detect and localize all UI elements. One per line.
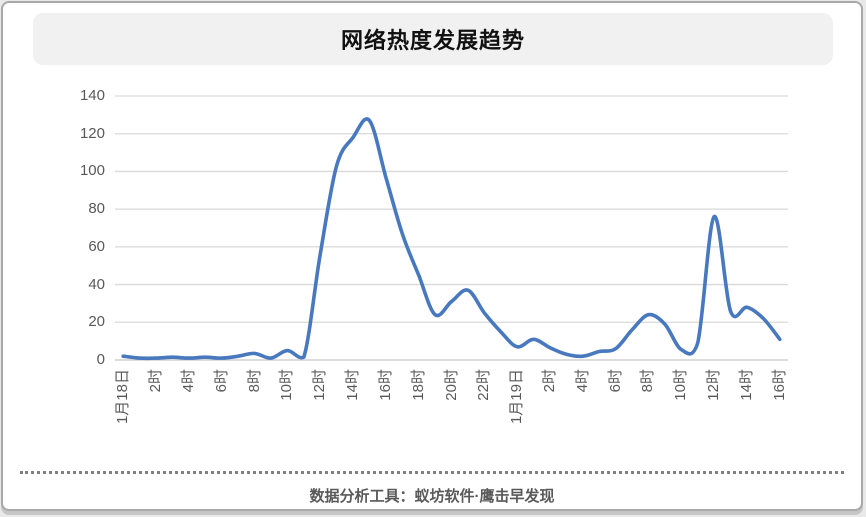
x-axis-tick-label: 20时: [442, 369, 460, 401]
y-axis-tick-label: 120: [79, 124, 105, 142]
x-axis-tick-label: 8时: [639, 369, 657, 393]
x-axis-tick-label: 4时: [179, 369, 197, 393]
x-axis-tick-label: 2时: [540, 369, 558, 393]
x-axis-tick-label: 4时: [573, 369, 591, 393]
dotted-separator: [20, 471, 844, 474]
trend-line: [121, 117, 782, 361]
x-axis-tick-label: 12时: [311, 369, 329, 401]
chart-title: 网络热度发展趋势: [340, 28, 525, 53]
y-axis-tick-label: 20: [88, 313, 105, 331]
x-axis-tick-label: 6时: [212, 369, 230, 393]
x-axis-tick-label: 22时: [475, 369, 493, 401]
x-axis-tick-label: 8时: [245, 369, 263, 393]
x-axis-tick-label: 10时: [672, 369, 690, 401]
footer-credit-text: 数据分析工具：蚁坊软件·鹰击早发现: [309, 487, 555, 505]
x-axis-tick-label: 10时: [278, 369, 296, 401]
x-axis-tick-label: 6时: [606, 369, 624, 393]
y-axis-tick-label: 40: [88, 275, 105, 293]
x-axis-tick-label: 18时: [409, 369, 427, 401]
y-axis-tick-label: 100: [79, 162, 105, 180]
y-axis-tick-label: 0: [96, 351, 105, 368]
x-axis-tick-label: 16时: [376, 369, 394, 401]
chart-title-bar: 网络热度发展趋势: [33, 13, 833, 65]
x-axis-tick-label: 12时: [705, 369, 723, 401]
trend-line-chart: [115, 95, 788, 361]
x-axis-tick-label: 14时: [344, 369, 361, 401]
x-axis-tick-label: 1月19日: [508, 369, 526, 425]
x-axis-tick-label: 2时: [147, 369, 165, 393]
y-axis-tick-label: 140: [79, 87, 105, 104]
footer-credit: 数据分析工具：蚁坊软件·鹰击早发现: [3, 480, 861, 509]
trend-chart-area: 0 20 40 60 80 100 120 140 1月18日 2时 4时 6时 8时 10时 12时 14…: [3, 3, 861, 509]
x-axis-tick-label: 14时: [737, 369, 755, 401]
x-axis-tick-label: 16时: [770, 369, 788, 401]
x-axis-tick-label: 1月18日: [114, 369, 132, 425]
y-axis-tick-label: 60: [88, 237, 105, 255]
y-axis-tick-label: 80: [88, 200, 105, 218]
